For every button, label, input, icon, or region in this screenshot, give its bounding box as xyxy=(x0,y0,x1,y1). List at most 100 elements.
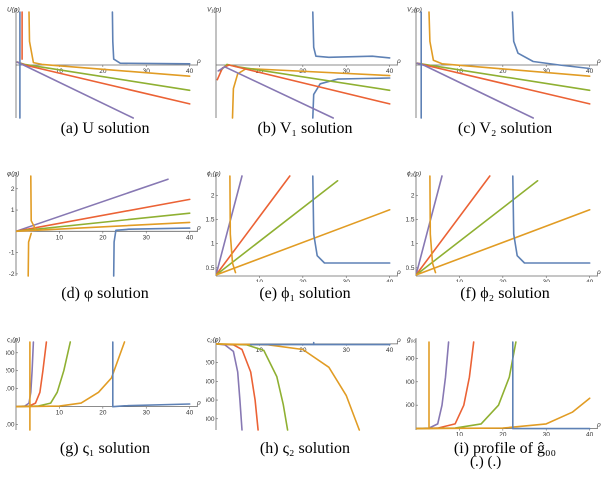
x-tick-label: 20 xyxy=(99,68,107,75)
series-line-blue xyxy=(111,11,191,65)
x-tick-label: 40 xyxy=(386,279,394,282)
caption-i: (i) profile of ĝ₀₀ xyxy=(453,440,557,457)
y-tick-label: 1.5 xyxy=(406,216,415,223)
series-line-blue xyxy=(112,227,191,277)
chart-panel-3: 10 20 30 40 -2 -1 1 2 φ(ρ) ρ xyxy=(7,171,201,278)
x-tick-label: 30 xyxy=(543,279,551,282)
y-axis-label: ϕ₁(ρ) xyxy=(207,171,221,178)
x-tick-label: 10 xyxy=(256,279,264,282)
chart-panel-0: 10 20 30 40 U(ρ) ρ xyxy=(7,7,201,119)
caption-b: (b) V₁ solution xyxy=(257,120,353,137)
x-tick-label: 40 xyxy=(186,234,194,241)
x-axis-label: ρ xyxy=(196,58,201,65)
series-line-orange xyxy=(27,232,32,277)
x-tick-label: 10 xyxy=(456,279,464,282)
series-line-blue xyxy=(312,11,391,59)
x-axis-label: ρ xyxy=(396,337,401,344)
y-tick-label: 200 xyxy=(6,368,15,375)
series-line-green xyxy=(16,212,191,233)
series-line-purple xyxy=(416,62,534,119)
series-line-purple xyxy=(16,178,169,233)
x-tick-label: 40 xyxy=(186,68,194,75)
series-line-green xyxy=(216,180,339,276)
y-axis-label: ϕ₂(ρ) xyxy=(407,171,421,178)
series-line-red xyxy=(416,175,491,276)
x-tick-label: 40 xyxy=(586,432,594,436)
x-axis-label: ρ xyxy=(596,422,601,429)
x-tick-label: 30 xyxy=(143,410,151,417)
y-tick-label: 1000 xyxy=(406,379,415,386)
x-tick-label: 20 xyxy=(99,410,107,417)
y-tick-label: 2 xyxy=(11,186,15,193)
x-tick-label: 40 xyxy=(586,68,594,75)
series-line-orange xyxy=(216,209,391,276)
x-tick-label: 10 xyxy=(256,68,264,75)
caption-d: (d) φ solution xyxy=(61,285,149,302)
series-line-orange xyxy=(16,221,191,233)
series-line-orange xyxy=(229,175,237,274)
series-line-purple xyxy=(416,341,450,430)
x-tick-label: 30 xyxy=(343,279,351,282)
series-line-orange xyxy=(216,343,361,431)
y-tick-label: -800 xyxy=(206,416,215,423)
series-line-orange xyxy=(428,11,591,77)
y-axis-label: V₂(ρ) xyxy=(407,7,422,14)
y-tick-label: 1 xyxy=(211,241,215,248)
chart-panel-8: 10 20 30 40 500 1000 1500 ĝ₀₀ ρ xyxy=(406,337,601,437)
x-axis-label: ρ xyxy=(596,269,601,276)
series-line-purple xyxy=(217,66,334,119)
caption-a: (a) U solution xyxy=(60,120,150,137)
series-line-orange xyxy=(16,341,126,408)
x-tick-label: 30 xyxy=(343,347,351,354)
x-axis-label: ρ xyxy=(396,269,401,276)
series-line-purple xyxy=(16,341,35,408)
series-line-blue xyxy=(312,175,391,264)
y-tick-label: 2 xyxy=(411,192,415,199)
series-line-orange xyxy=(429,175,437,274)
x-tick-label: 20 xyxy=(499,432,507,436)
x-axis-label: ρ xyxy=(196,400,201,407)
y-tick-label: 300 xyxy=(6,350,15,357)
y-axis-label: φ(ρ) xyxy=(7,171,19,178)
y-tick-label: -600 xyxy=(206,397,215,404)
y-tick-label: 1.5 xyxy=(206,216,215,223)
series-line-red xyxy=(16,198,191,233)
y-tick-label: -2 xyxy=(9,271,15,278)
x-tick-label: 20 xyxy=(99,234,107,241)
series-line-red xyxy=(216,343,259,431)
series-line-blue xyxy=(511,175,591,264)
series-line-orange xyxy=(416,209,591,276)
chart-panel-6: 10 20 30 40 -100 100 200 300 ς₁(ρ) ρ xyxy=(6,337,201,431)
series-line-blue xyxy=(112,341,191,408)
x-tick-label: 10 xyxy=(56,410,64,417)
x-tick-label: 10 xyxy=(256,347,264,354)
series-line-green xyxy=(416,341,517,430)
series-line-orange xyxy=(30,175,37,230)
series-line-orange xyxy=(28,11,191,77)
y-tick-label: -100 xyxy=(6,422,15,429)
y-tick-label: -1 xyxy=(9,250,15,257)
x-tick-label: 40 xyxy=(386,347,394,354)
x-axis-label: ρ xyxy=(396,58,401,65)
series-line-orange xyxy=(231,67,391,119)
x-tick-label: 10 xyxy=(456,432,464,436)
series-line-purple xyxy=(416,175,443,276)
x-tick-label: 10 xyxy=(56,68,64,75)
series-line-purple xyxy=(216,343,243,431)
series-line-blue xyxy=(511,11,591,70)
x-tick-label: 30 xyxy=(143,68,151,75)
y-tick-label: 100 xyxy=(6,386,15,393)
x-tick-label: 20 xyxy=(499,68,507,75)
y-tick-label: 0.5 xyxy=(406,265,415,272)
series-line-green xyxy=(416,180,539,276)
y-tick-label: 0.5 xyxy=(206,265,215,272)
caption-h: (h) ς₂ solution xyxy=(259,440,351,457)
series-line-blue xyxy=(511,341,591,430)
x-tick-label: 20 xyxy=(299,279,307,282)
y-tick-label: -200 xyxy=(206,360,215,367)
x-tick-label: 30 xyxy=(143,234,151,241)
y-tick-label: 1 xyxy=(11,207,15,214)
